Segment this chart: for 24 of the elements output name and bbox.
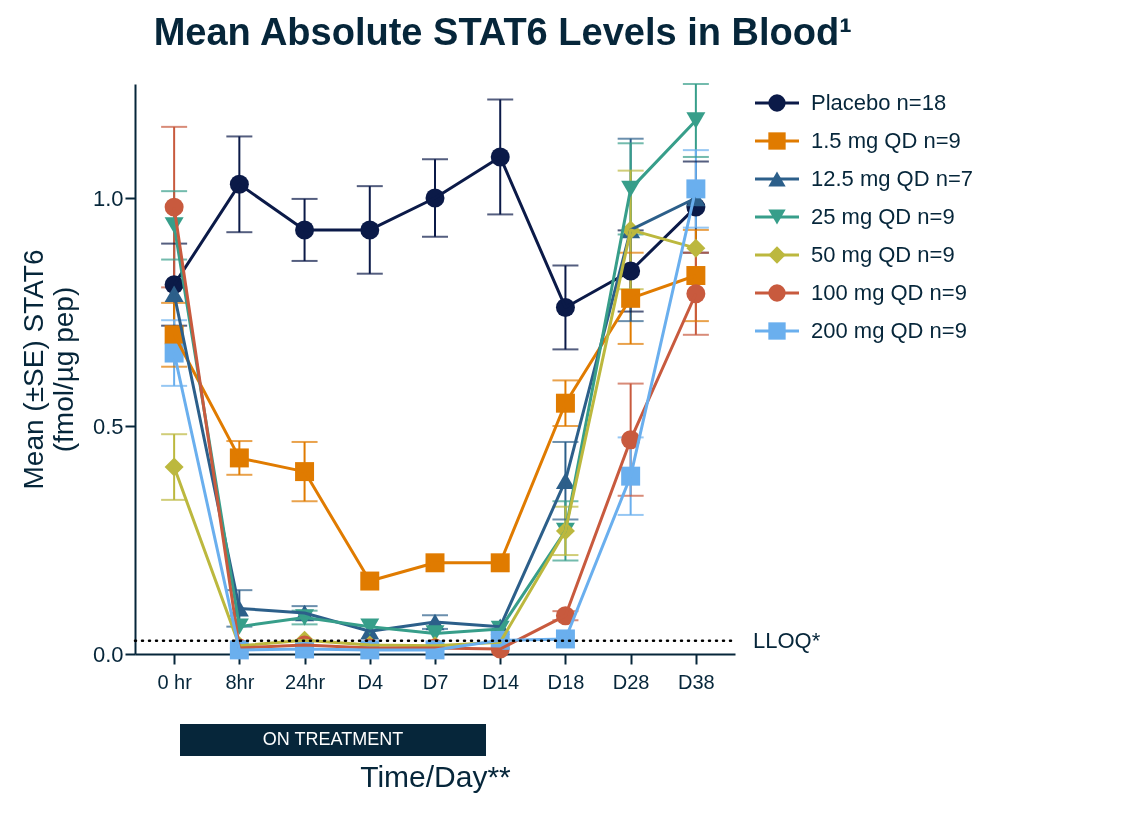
y-tick-label: 1.0: [92, 185, 124, 211]
x-tick-label: D18: [547, 670, 585, 693]
ref-line-label: LLOQ*: [753, 627, 821, 653]
x-tick-label: D7: [422, 670, 449, 693]
x-tick-label: D38: [678, 670, 715, 693]
x-tick-label: D28: [612, 670, 650, 693]
x-tick-label: D14: [482, 670, 520, 693]
legend-label: 50 mg QD n=9: [811, 242, 955, 267]
x-axis-title: Time/Day**: [360, 759, 512, 793]
legend-label: Placebo n=18: [811, 90, 947, 115]
legend-label: 200 mg QD n=9: [811, 318, 967, 343]
x-tick-label: 0 hr: [157, 670, 193, 693]
legend-label: 12.5 mg QD n=7: [811, 166, 974, 191]
y-tick-label: 0.0: [92, 641, 124, 667]
text: ON TREATMENT: [262, 729, 404, 749]
legend-label: 1.5 mg QD n=9: [811, 128, 961, 153]
x-tick-label: D4: [357, 670, 384, 693]
chart-title: Mean Absolute STAT6 Levels in Blood¹: [153, 11, 852, 53]
legend-label: 100 mg QD n=9: [811, 280, 967, 305]
x-tick-label: 24hr: [285, 670, 326, 693]
legend-label: 25 mg QD n=9: [811, 204, 955, 229]
x-tick-label: 8hr: [225, 670, 255, 693]
y-tick-label: 0.5: [92, 413, 124, 439]
text: Mean (±SE) STAT6: [17, 249, 49, 490]
